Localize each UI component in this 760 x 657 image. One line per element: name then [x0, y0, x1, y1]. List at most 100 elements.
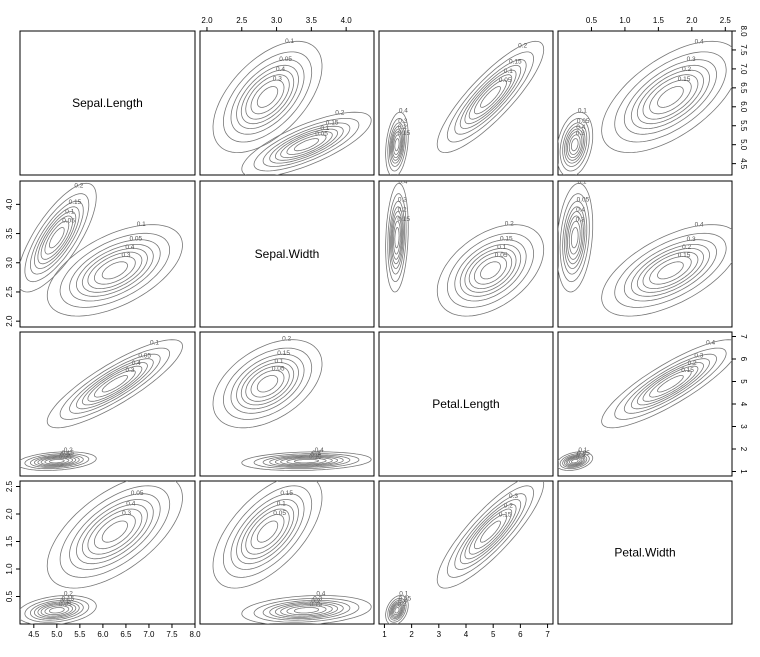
contour-line-2-2: [649, 79, 692, 115]
contour-line-2-5: [75, 499, 154, 565]
contour-line-1-2: [286, 134, 327, 155]
contour-label: 0.1: [578, 107, 587, 114]
contour-label: 0.15: [678, 252, 691, 259]
contour-line-2-6: [454, 239, 527, 302]
contour-line-2-4: [464, 69, 517, 125]
panel-petal-length-sepal-width: 0.150.20.30.40.050.10.150.2: [199, 331, 375, 477]
contour-label: 0.15: [681, 367, 694, 374]
contour-line-2-8: [212, 481, 323, 589]
contour-line-1-7: [253, 118, 360, 172]
contour-label: 0.15: [499, 511, 512, 518]
x-tick-label: 3.5: [306, 16, 318, 25]
contour-label: 0.1: [275, 358, 284, 365]
contour-line-2-5: [459, 499, 522, 565]
x-tick-label: 5: [491, 630, 496, 639]
contour-line-1-5: [34, 601, 80, 620]
contour-line-1-2: [393, 220, 401, 255]
x-tick-label: 5.0: [51, 630, 63, 639]
contour-line-1-7: [253, 597, 360, 623]
panel-frame: [378, 180, 554, 328]
y-tick-label: 2.5: [5, 286, 14, 298]
contour-line-1-6: [30, 599, 84, 621]
contour-line-1-4: [565, 211, 584, 265]
contour-line-1-8: [20, 594, 97, 624]
contour-line-1-5: [269, 125, 344, 164]
contour-label: 0.1: [504, 68, 513, 75]
contour-label: 0.1: [285, 38, 294, 45]
contour-label: 0.15: [280, 490, 293, 497]
x-tick-label: 2.0: [686, 16, 698, 25]
contour-line-2-2: [250, 79, 285, 115]
contour-line-2-3: [245, 508, 290, 555]
contour-label: 0.3: [122, 510, 131, 517]
contour-line-2-5: [459, 64, 522, 130]
contour-label: 0.2: [398, 124, 407, 131]
contour-line-2-8: [436, 224, 545, 317]
y-tick-label: 0.5: [5, 590, 14, 602]
contour-label: 0.05: [138, 352, 151, 359]
contour-line-1-1: [293, 607, 319, 614]
panel-frame: [557, 331, 733, 477]
contour-line-2-3: [87, 365, 143, 402]
y-tick-label: 6: [739, 357, 748, 362]
contour-line-2-4: [636, 362, 704, 406]
contour-line-1-7: [387, 597, 407, 623]
contour-label: 0.2: [504, 502, 513, 509]
x-tick-label: 4.0: [341, 16, 353, 25]
y-axis-sepal-length-right: 4.5 5.0 5.5 6.0 6.5 7.0 7.5 8.0: [732, 25, 748, 170]
y-tick-label: 4.0: [5, 198, 14, 210]
x-axis-sepal-width-top: 2.0 2.5 3.0 3.5 4.0: [201, 16, 352, 31]
contour-line-1-1: [571, 227, 579, 249]
contour-label: 0.3: [694, 352, 703, 359]
y-tick-label: 2.0: [5, 508, 14, 520]
x-tick-label: 4.5: [28, 630, 40, 639]
contour-line-2-7: [59, 485, 171, 578]
contour-label: 0.05: [273, 510, 286, 517]
y-tick-label: 4.5: [739, 158, 748, 170]
contour-label: 0.2: [688, 360, 697, 367]
panel-sepal-length-petal-length: 0.150.20.30.40.050.10.150.2: [378, 30, 554, 176]
contour-line-1-3: [567, 457, 583, 466]
contour-line-1-3: [392, 603, 402, 617]
contour-line-1-2: [393, 134, 401, 155]
contour-line-1-5: [33, 206, 80, 269]
contour-label: 0.2: [682, 244, 691, 251]
contour-line-2-8: [601, 224, 732, 317]
x-tick-label: 4: [464, 630, 469, 639]
contour-label: 0.05: [279, 56, 292, 63]
contour-label: 0.1: [578, 179, 587, 186]
contour-line-2-1: [480, 520, 501, 543]
y-tick-label: 7.0: [739, 63, 748, 75]
contour-line-2-6: [69, 493, 161, 570]
contour-label: 0.2: [282, 336, 291, 343]
contour-label: 0.1: [277, 501, 286, 508]
panel-sepal-width-petal-length: 0.150.20.30.40.050.10.150.2: [378, 180, 554, 328]
contour-line-1-6: [389, 599, 405, 621]
contour-line-2-6: [69, 239, 161, 302]
contour-label: 0.4: [315, 447, 324, 454]
x-tick-label: 7.0: [143, 630, 155, 639]
contour-line-2-2: [94, 256, 136, 285]
contour-line-1-3: [40, 603, 73, 617]
contour-line-1-3: [40, 215, 73, 260]
contour-line-2-3: [245, 74, 290, 120]
contour-line-1-8: [385, 594, 409, 624]
contour-line-2-5: [236, 64, 299, 130]
contour-label: 0.05: [577, 196, 590, 203]
contour-label: 0.05: [577, 118, 590, 125]
contour-line-2-3: [642, 251, 699, 289]
y-tick-label: 8.0: [739, 25, 748, 37]
contour-line-1-6: [30, 200, 84, 275]
contour-label: 0.3: [509, 493, 518, 500]
contour-label: 0.2: [74, 182, 83, 189]
contour-line-1-2: [44, 605, 70, 616]
contour-label: 0.05: [131, 490, 144, 497]
contour-line-2-2: [474, 79, 507, 115]
contour-line-2-4: [636, 248, 704, 293]
contour-label: 0.15: [326, 120, 339, 127]
y-tick-label: 2: [739, 447, 748, 452]
contour-line-2-1: [256, 520, 279, 543]
contour-line-1-3: [280, 131, 333, 159]
contour-line-2-3: [642, 365, 699, 402]
contour-line-2-2: [94, 370, 136, 398]
